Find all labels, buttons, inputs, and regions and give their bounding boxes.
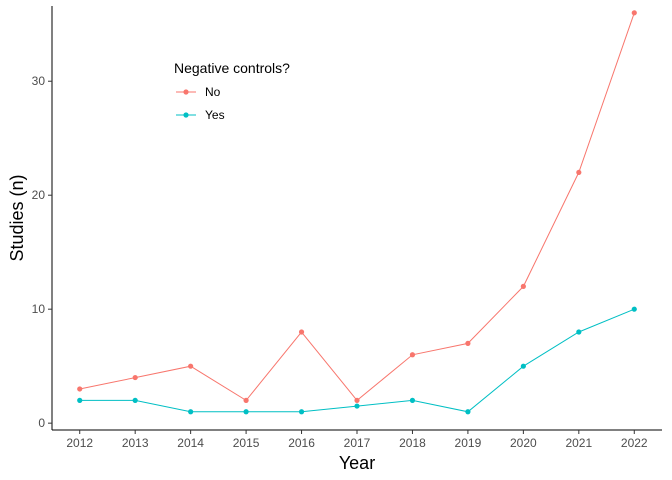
data-point-no (576, 169, 582, 176)
series-line-yes (79, 308, 635, 413)
x-tick-label: 2018 (399, 436, 426, 450)
data-point-yes (243, 409, 249, 415)
x-tick-label: 2020 (510, 436, 537, 450)
data-point-no (243, 397, 249, 403)
data-point-no (298, 329, 305, 335)
x-tick-label: 2019 (455, 436, 482, 450)
series-line-no (79, 12, 635, 402)
data-point-no (132, 374, 138, 381)
data-point-no (465, 340, 471, 346)
data-point-no (77, 386, 83, 392)
data-point-yes (576, 329, 582, 335)
data-point-no (631, 10, 637, 16)
legend: Negative controls? No Yes (174, 60, 290, 122)
x-tick-label: 2017 (344, 436, 371, 450)
x-tick-label: 2016 (288, 436, 315, 450)
data-point-yes (409, 397, 416, 403)
y-axis-title: Studies (n) (7, 174, 27, 261)
legend-label: Yes (205, 108, 225, 122)
y-ticks: 0 10 20 30 (32, 74, 52, 430)
data-point-yes (298, 409, 305, 415)
x-tick-label: 2015 (233, 436, 260, 450)
data-point-no (520, 283, 526, 289)
x-ticks: 2012 2013 2014 2015 2016 2017 2018 2019 2020 2021… (66, 430, 648, 450)
x-tick-label: 2021 (565, 436, 592, 450)
legend-title: Negative controls? (174, 60, 290, 76)
y-tick-label: 10 (32, 302, 46, 316)
x-tick-label: 2012 (66, 436, 93, 450)
data-point-yes (520, 363, 526, 369)
y-tick-label: 0 (38, 416, 45, 430)
legend-label: No (205, 85, 221, 99)
x-tick-label: 2013 (122, 436, 149, 450)
data-point-no (188, 363, 194, 369)
legend-key-no (176, 89, 196, 95)
y-tick-label: 30 (32, 74, 46, 88)
data-point-yes (77, 397, 83, 403)
axes (51, 6, 662, 431)
data-point-yes (132, 397, 138, 403)
legend-key-point (183, 89, 189, 95)
data-point-yes (188, 409, 194, 415)
legend-key-point (183, 112, 189, 118)
y-tick-label: 20 (32, 188, 46, 202)
legend-key-yes (176, 112, 196, 118)
data-point-no (409, 352, 416, 358)
data-point-yes (354, 403, 360, 409)
x-axis-title: Year (339, 453, 375, 473)
x-tick-label: 2014 (177, 436, 204, 450)
data-point-no (354, 397, 360, 403)
data-point-yes (465, 409, 471, 415)
data-point-yes (631, 306, 637, 312)
x-tick-label: 2022 (621, 436, 648, 450)
series-layer (77, 10, 637, 415)
